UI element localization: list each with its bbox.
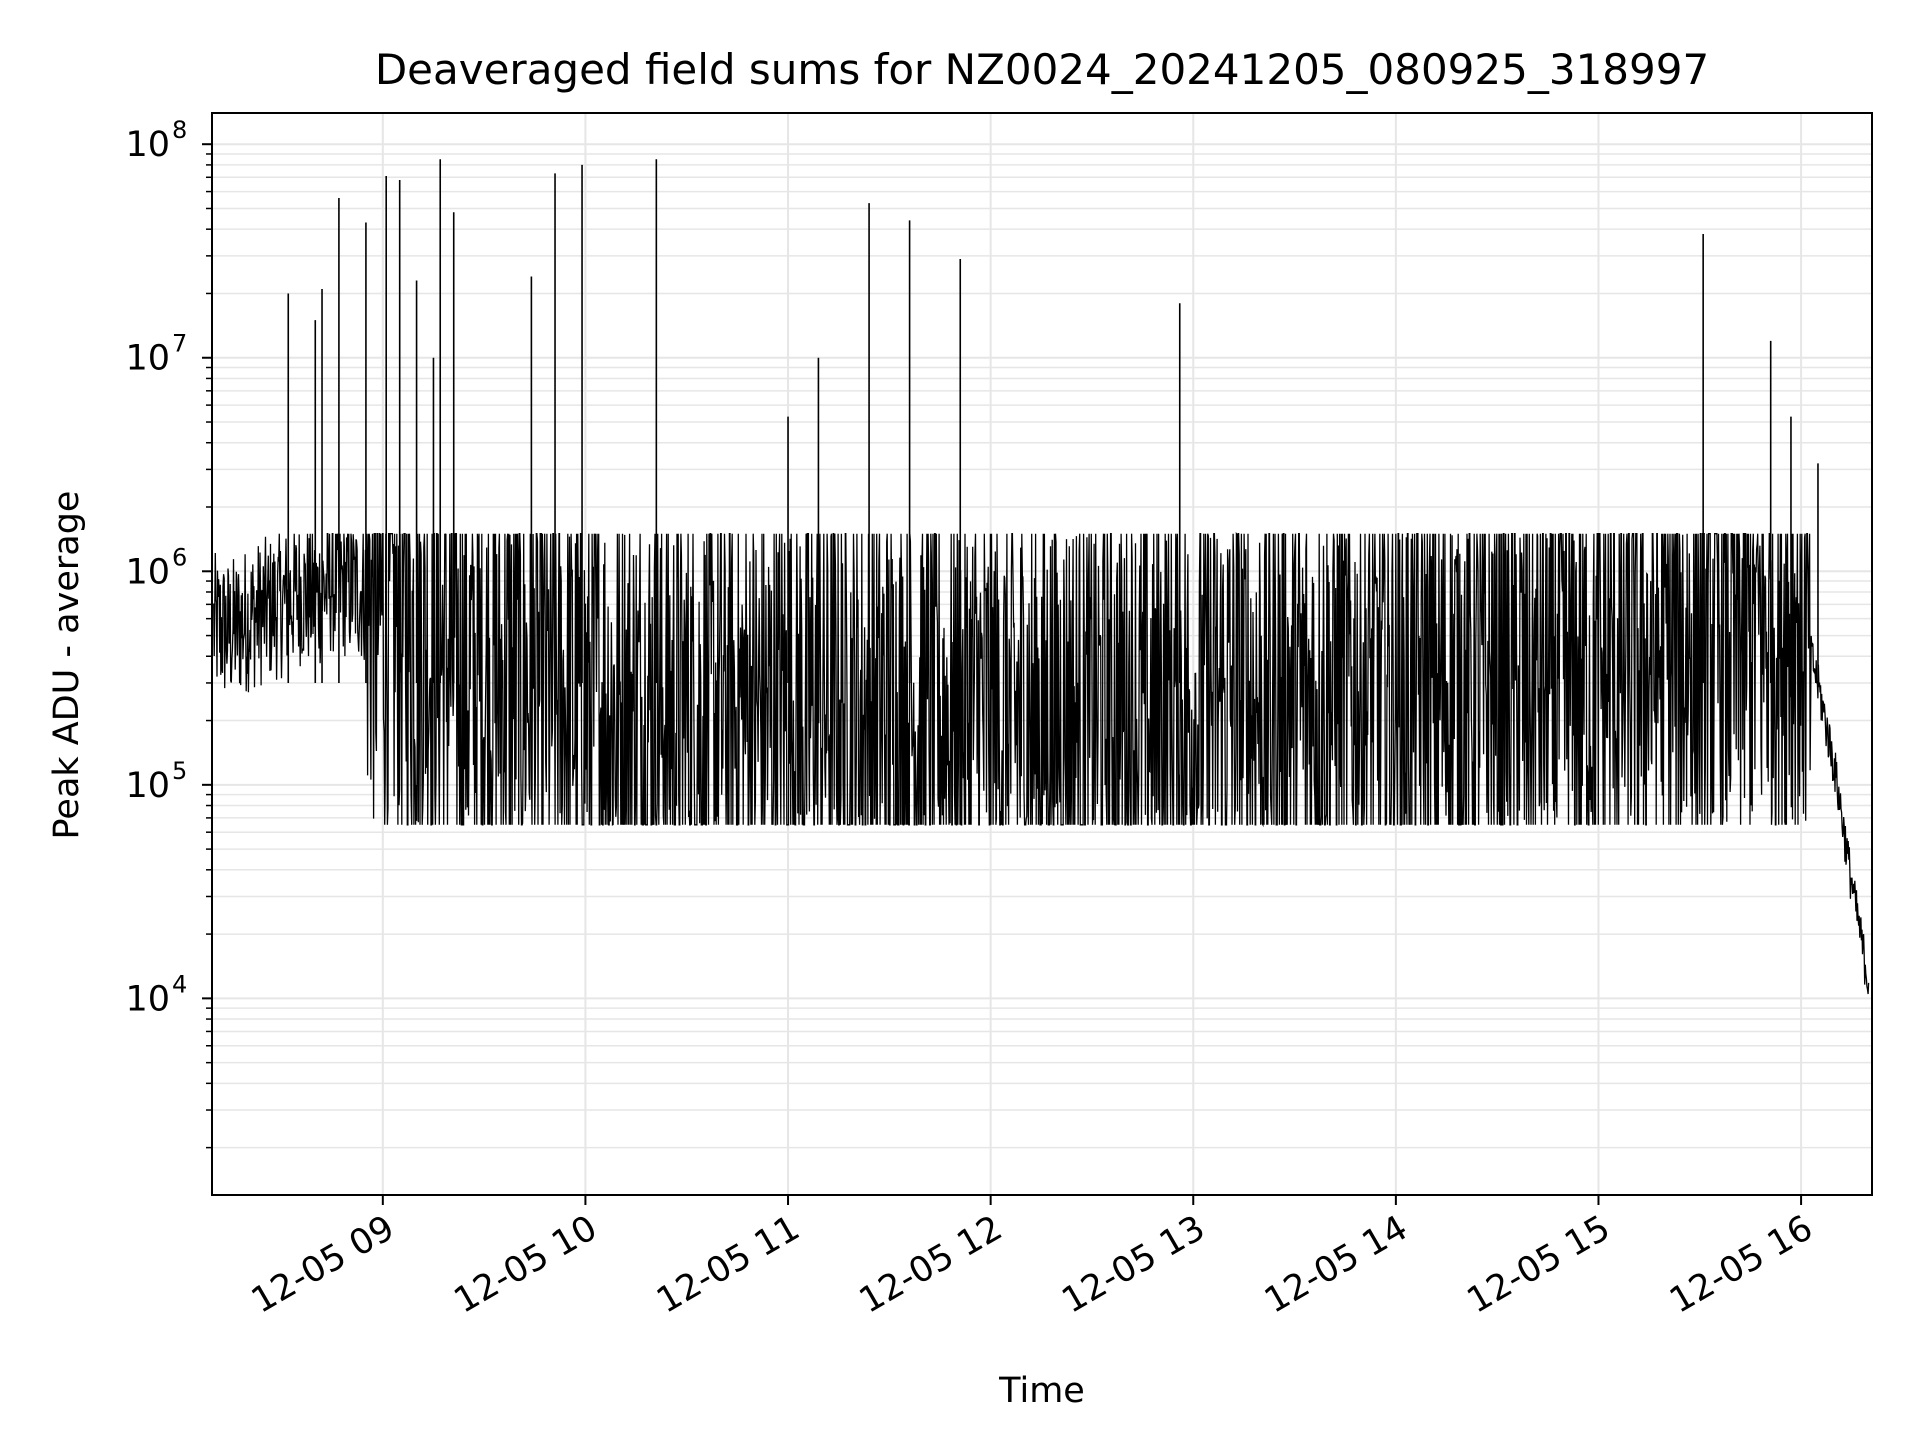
y-tick-label: 10 bbox=[125, 766, 170, 806]
y-tick-label: 10 bbox=[125, 339, 170, 379]
chart-title: Deaveraged field sums for NZ0024_2024120… bbox=[375, 45, 1709, 94]
y-tick-exponent: 7 bbox=[172, 330, 187, 358]
series-line bbox=[213, 531, 1870, 995]
y-tick-exponent: 4 bbox=[172, 970, 187, 998]
plot-frame bbox=[211, 112, 1873, 1196]
y-tick-label: 10 bbox=[125, 979, 170, 1019]
plot-area bbox=[211, 112, 1873, 1196]
y-axis-label: Peak ADU - average bbox=[47, 491, 87, 840]
y-tick-exponent: 8 bbox=[172, 116, 187, 144]
y-tick-exponent: 6 bbox=[172, 543, 187, 571]
y-tick-exponent: 5 bbox=[172, 757, 187, 785]
y-tick-label: 10 bbox=[125, 552, 170, 592]
x-axis-label: Time bbox=[998, 1371, 1085, 1411]
y-tick-label: 10 bbox=[125, 125, 170, 165]
series-layer bbox=[213, 159, 1870, 995]
